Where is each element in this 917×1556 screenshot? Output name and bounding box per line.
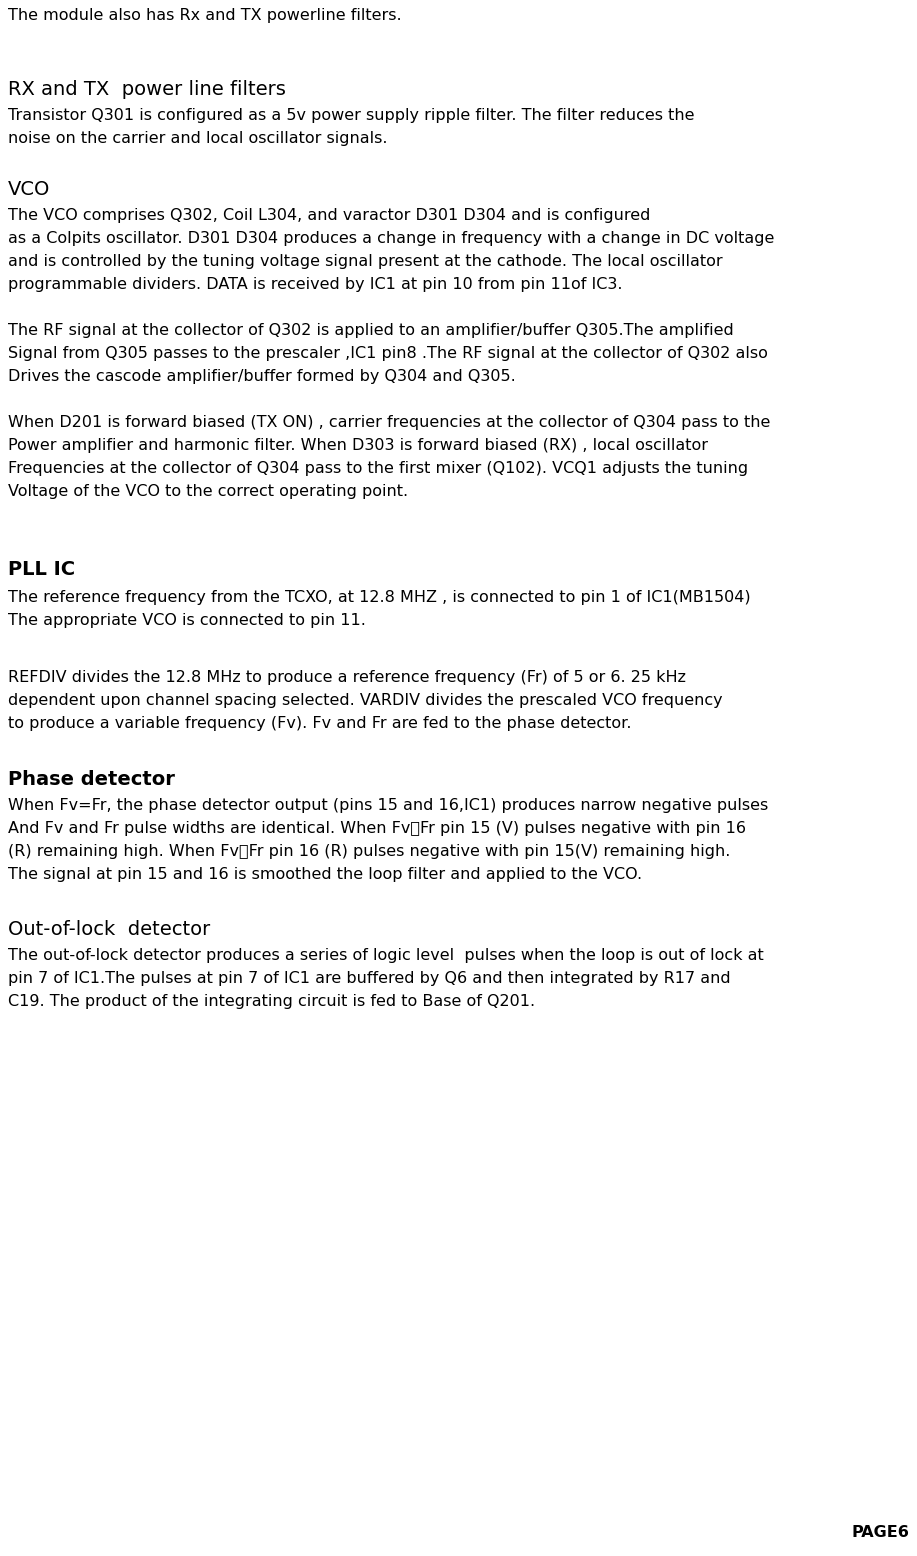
Text: dependent upon channel spacing selected. VARDIV divides the prescaled VCO freque: dependent upon channel spacing selected.…	[8, 692, 723, 708]
Text: Power amplifier and harmonic filter. When D303 is forward biased (RX) , local os: Power amplifier and harmonic filter. Whe…	[8, 437, 708, 453]
Text: to produce a variable frequency (Fv). Fv and Fr are fed to the phase detector.: to produce a variable frequency (Fv). Fv…	[8, 716, 632, 731]
Text: Frequencies at the collector of Q304 pass to the first mixer (Q102). VCQ1 adjust: Frequencies at the collector of Q304 pas…	[8, 461, 748, 476]
Text: The RF signal at the collector of Q302 is applied to an amplifier/buffer Q305.Th: The RF signal at the collector of Q302 i…	[8, 324, 734, 338]
Text: The out-of-lock detector produces a series of logic level  pulses when the loop : The out-of-lock detector produces a seri…	[8, 948, 764, 963]
Text: The VCO comprises Q302, Coil L304, and varactor D301 D304 and is configured: The VCO comprises Q302, Coil L304, and v…	[8, 209, 650, 223]
Text: pin 7 of IC1.The pulses at pin 7 of IC1 are buffered by Q6 and then integrated b: pin 7 of IC1.The pulses at pin 7 of IC1 …	[8, 971, 731, 987]
Text: as a Colpits oscillator. D301 D304 produces a change in frequency with a change : as a Colpits oscillator. D301 D304 produ…	[8, 230, 774, 246]
Text: C19. The product of the integrating circuit is fed to Base of Q201.: C19. The product of the integrating circ…	[8, 994, 536, 1008]
Text: When D201 is forward biased (TX ON) , carrier frequencies at the collector of Q3: When D201 is forward biased (TX ON) , ca…	[8, 415, 770, 429]
Text: noise on the carrier and local oscillator signals.: noise on the carrier and local oscillato…	[8, 131, 388, 146]
Text: REFDIV divides the 12.8 MHz to produce a reference frequency (Fr) of 5 or 6. 25 : REFDIV divides the 12.8 MHz to produce a…	[8, 671, 686, 685]
Text: When Fv=Fr, the phase detector output (pins 15 and 16,IC1) produces narrow negat: When Fv=Fr, the phase detector output (p…	[8, 798, 768, 812]
Text: The reference frequency from the TCXO, at 12.8 MHZ , is connected to pin 1 of IC: The reference frequency from the TCXO, a…	[8, 590, 751, 605]
Text: And Fv and Fr pulse widths are identical. When Fv〉Fr pin 15 (V) pulses negative : And Fv and Fr pulse widths are identical…	[8, 822, 746, 836]
Text: RX and TX  power line filters: RX and TX power line filters	[8, 79, 286, 100]
Text: programmable dividers. DATA is received by IC1 at pin 10 from pin 11of IC3.: programmable dividers. DATA is received …	[8, 277, 623, 293]
Text: Signal from Q305 passes to the prescaler ,IC1 pin8 .The RF signal at the collect: Signal from Q305 passes to the prescaler…	[8, 345, 768, 361]
Text: and is controlled by the tuning voltage signal present at the cathode. The local: and is controlled by the tuning voltage …	[8, 254, 723, 269]
Text: Phase detector: Phase detector	[8, 770, 175, 789]
Text: Transistor Q301 is configured as a 5v power supply ripple filter. The filter red: Transistor Q301 is configured as a 5v po…	[8, 107, 694, 123]
Text: PAGE6: PAGE6	[851, 1525, 909, 1540]
Text: Out-of-lock  detector: Out-of-lock detector	[8, 920, 210, 938]
Text: VCO: VCO	[8, 180, 50, 199]
Text: The signal at pin 15 and 16 is smoothed the loop filter and applied to the VCO.: The signal at pin 15 and 16 is smoothed …	[8, 867, 642, 882]
Text: Voltage of the VCO to the correct operating point.: Voltage of the VCO to the correct operat…	[8, 484, 408, 499]
Text: The appropriate VCO is connected to pin 11.: The appropriate VCO is connected to pin …	[8, 613, 366, 629]
Text: PLL IC: PLL IC	[8, 560, 75, 579]
Text: (R) remaining high. When Fv〈Fr pin 16 (R) pulses negative with pin 15(V) remaini: (R) remaining high. When Fv〈Fr pin 16 (R…	[8, 843, 730, 859]
Text: Drives the cascode amplifier/buffer formed by Q304 and Q305.: Drives the cascode amplifier/buffer form…	[8, 369, 515, 384]
Text: The module also has Rx and TX powerline filters.: The module also has Rx and TX powerline …	[8, 8, 402, 23]
